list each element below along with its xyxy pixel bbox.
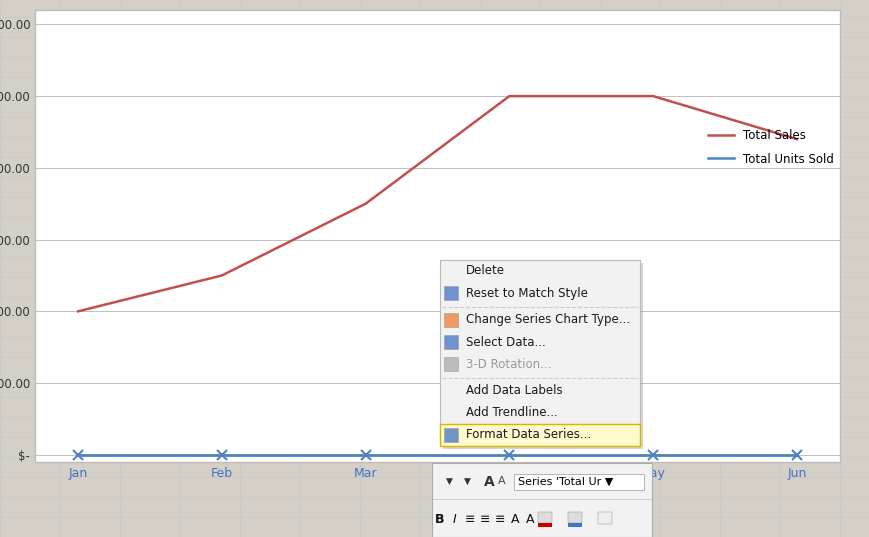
FancyBboxPatch shape [597,512,611,524]
Text: Series 'Total Ur ▼: Series 'Total Ur ▼ [517,476,613,487]
Text: A: A [510,513,519,526]
FancyBboxPatch shape [537,523,551,527]
Text: Format Data Series...: Format Data Series... [466,429,590,441]
FancyBboxPatch shape [443,286,457,300]
Text: A: A [497,476,505,487]
FancyBboxPatch shape [567,523,581,527]
Text: ▼: ▼ [463,477,470,486]
Text: Delete: Delete [466,265,504,278]
Text: Change Series Chart Type...: Change Series Chart Type... [466,314,629,326]
Legend: Total Sales, Total Units Sold: Total Sales, Total Units Sold [707,129,833,165]
Text: ≡: ≡ [464,513,474,526]
Text: ≡: ≡ [479,513,490,526]
FancyBboxPatch shape [443,313,457,327]
FancyBboxPatch shape [443,357,457,371]
Text: I: I [453,513,456,526]
Text: 3-D Rotation...: 3-D Rotation... [466,358,551,371]
FancyBboxPatch shape [443,335,457,349]
Text: B: B [434,513,444,526]
Text: ▼: ▼ [446,477,453,486]
FancyBboxPatch shape [443,428,457,442]
Text: ≡: ≡ [494,513,505,526]
Text: Add Trendline...: Add Trendline... [466,407,557,419]
FancyBboxPatch shape [537,512,551,523]
Text: A: A [483,475,494,489]
Text: A: A [525,513,534,526]
Text: Reset to Match Style: Reset to Match Style [466,287,587,300]
FancyBboxPatch shape [440,260,640,446]
FancyBboxPatch shape [442,263,642,449]
FancyBboxPatch shape [432,463,651,537]
FancyBboxPatch shape [514,474,643,490]
Text: Select Data...: Select Data... [466,336,545,349]
Text: Add Data Labels: Add Data Labels [466,384,562,397]
FancyBboxPatch shape [440,424,640,446]
FancyBboxPatch shape [567,512,581,523]
